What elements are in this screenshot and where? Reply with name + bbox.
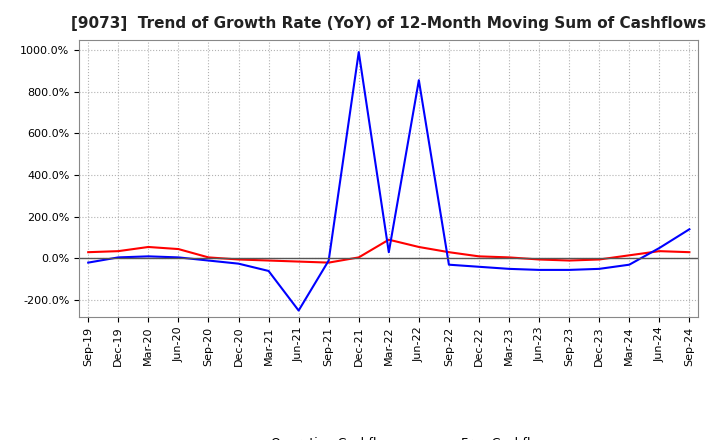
Free Cashflow <box>474 264 483 269</box>
Operating Cashflow <box>685 249 693 255</box>
Operating Cashflow <box>595 257 603 262</box>
Operating Cashflow <box>354 255 363 260</box>
Free Cashflow <box>505 266 513 271</box>
Free Cashflow <box>384 249 393 255</box>
Free Cashflow <box>234 261 243 266</box>
Free Cashflow <box>264 268 273 274</box>
Operating Cashflow <box>505 255 513 260</box>
Operating Cashflow <box>564 258 573 263</box>
Free Cashflow <box>535 267 544 272</box>
Operating Cashflow <box>114 249 122 254</box>
Free Cashflow <box>354 49 363 55</box>
Operating Cashflow <box>655 249 664 254</box>
Line: Free Cashflow: Free Cashflow <box>89 52 689 311</box>
Free Cashflow <box>415 77 423 83</box>
Free Cashflow <box>294 308 303 313</box>
Free Cashflow <box>144 254 153 259</box>
Operating Cashflow <box>234 257 243 262</box>
Operating Cashflow <box>294 259 303 264</box>
Operating Cashflow <box>144 244 153 249</box>
Free Cashflow <box>625 262 634 268</box>
Free Cashflow <box>174 255 183 260</box>
Free Cashflow <box>595 266 603 271</box>
Free Cashflow <box>685 227 693 232</box>
Free Cashflow <box>655 246 664 251</box>
Free Cashflow <box>114 255 122 260</box>
Operating Cashflow <box>444 249 453 255</box>
Operating Cashflow <box>474 254 483 259</box>
Operating Cashflow <box>84 249 93 255</box>
Operating Cashflow <box>535 257 544 262</box>
Operating Cashflow <box>415 244 423 249</box>
Free Cashflow <box>204 258 213 263</box>
Operating Cashflow <box>204 255 213 260</box>
Operating Cashflow <box>384 237 393 242</box>
Operating Cashflow <box>174 246 183 252</box>
Free Cashflow <box>84 260 93 265</box>
Operating Cashflow <box>625 253 634 258</box>
Legend: Operating Cashflow, Free Cashflow: Operating Cashflow, Free Cashflow <box>225 432 553 440</box>
Operating Cashflow <box>264 258 273 263</box>
Free Cashflow <box>444 262 453 268</box>
Line: Operating Cashflow: Operating Cashflow <box>89 240 689 263</box>
Free Cashflow <box>564 267 573 272</box>
Operating Cashflow <box>325 260 333 265</box>
Title: [9073]  Trend of Growth Rate (YoY) of 12-Month Moving Sum of Cashflows: [9073] Trend of Growth Rate (YoY) of 12-… <box>71 16 706 32</box>
Free Cashflow <box>325 258 333 263</box>
